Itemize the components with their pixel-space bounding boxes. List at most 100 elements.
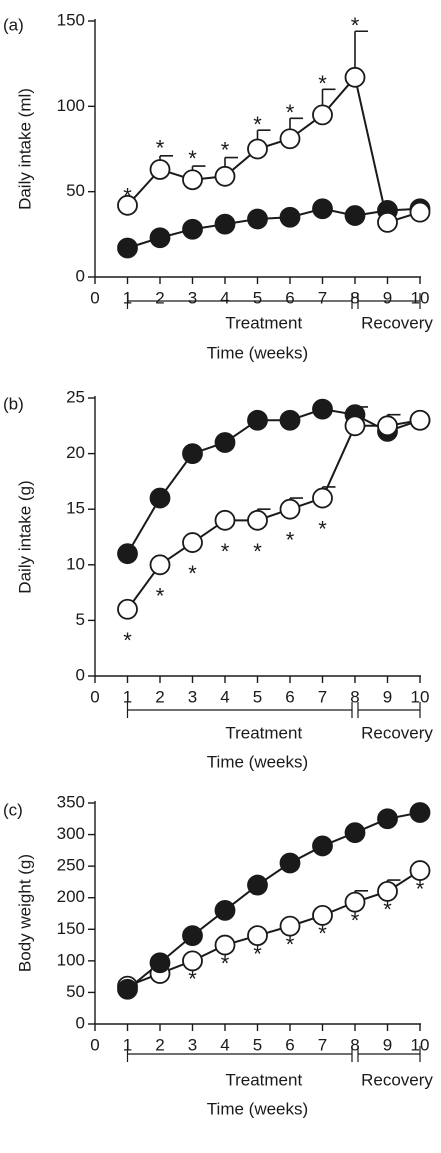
data-point-filled bbox=[377, 808, 398, 830]
data-point-open bbox=[149, 554, 171, 576]
x-axis-label: Time (weeks) bbox=[207, 1099, 308, 1118]
data-point-open bbox=[377, 415, 398, 437]
x-tick-label: 8 bbox=[350, 288, 359, 307]
significance-asterisk: * bbox=[318, 921, 327, 946]
data-point-open bbox=[409, 409, 431, 431]
data-point-filled bbox=[247, 409, 268, 431]
group-bracket bbox=[357, 702, 421, 718]
significance-asterisk: * bbox=[351, 908, 360, 933]
data-point-open bbox=[182, 169, 203, 191]
significance-asterisk: * bbox=[286, 100, 295, 125]
x-tick-label: 5 bbox=[253, 1035, 262, 1054]
x-tick-label: 10 bbox=[411, 687, 430, 706]
series-markers-open bbox=[117, 860, 431, 997]
x-tick-label: 7 bbox=[318, 687, 327, 706]
data-point-filled bbox=[182, 443, 203, 465]
data-point-open bbox=[377, 211, 398, 233]
x-axis-label: Time (weeks) bbox=[207, 343, 308, 362]
group-label: Recovery bbox=[361, 313, 433, 332]
data-point-open bbox=[409, 201, 431, 223]
data-point-filled bbox=[117, 237, 138, 259]
y-tick-label: 250 bbox=[57, 856, 85, 875]
y-tick-label: 150 bbox=[57, 919, 85, 938]
series-line bbox=[126, 811, 421, 991]
significance-asterisk: * bbox=[188, 967, 197, 992]
x-tick-label: 0 bbox=[90, 288, 99, 307]
data-point-filled bbox=[344, 822, 366, 844]
significance-asterisk: * bbox=[253, 112, 262, 137]
significance-asterisk: * bbox=[156, 583, 165, 608]
series-markers-open bbox=[117, 66, 431, 233]
y-tick-label: 50 bbox=[66, 181, 85, 200]
significance-asterisk: * bbox=[123, 183, 132, 208]
y-tick-label: 100 bbox=[57, 96, 85, 115]
group-bracket bbox=[357, 1046, 421, 1062]
data-point-filled bbox=[117, 978, 138, 1000]
data-point-open bbox=[279, 128, 301, 150]
group-bracket bbox=[357, 293, 421, 309]
x-tick-label: 1 bbox=[123, 687, 132, 706]
y-tick-label: 25 bbox=[66, 387, 85, 406]
y-tick-label: 100 bbox=[57, 950, 85, 969]
group-label: Recovery bbox=[361, 1070, 433, 1089]
data-point-filled bbox=[409, 802, 431, 823]
data-point-filled bbox=[279, 852, 301, 874]
data-point-filled bbox=[214, 899, 236, 921]
significance-asterisk: * bbox=[351, 13, 360, 38]
data-point-open bbox=[182, 532, 203, 553]
data-point-open bbox=[312, 904, 333, 926]
x-axis-label: Time (weeks) bbox=[207, 752, 308, 771]
significance-asterisk: * bbox=[286, 528, 295, 553]
significance-asterisk: * bbox=[188, 561, 197, 586]
group-bracket bbox=[126, 1046, 353, 1062]
data-point-open bbox=[312, 104, 333, 126]
x-tick-label: 7 bbox=[318, 288, 327, 307]
data-point-filled bbox=[344, 205, 366, 226]
x-tick-label: 4 bbox=[220, 288, 229, 307]
y-tick-label: 300 bbox=[57, 824, 85, 843]
y-tick-label: 150 bbox=[57, 10, 85, 29]
data-point-filled bbox=[279, 409, 301, 431]
y-tick-label: 5 bbox=[76, 610, 85, 629]
x-tick-label: 2 bbox=[155, 1035, 164, 1054]
series-line bbox=[127, 207, 421, 249]
panel-label: (c) bbox=[3, 800, 23, 819]
series-open bbox=[127, 869, 421, 988]
data-point-filled bbox=[312, 198, 333, 220]
y-tick-label: 0 bbox=[76, 1013, 85, 1032]
data-point-filled bbox=[312, 398, 333, 420]
panel-label: (b) bbox=[3, 394, 24, 413]
series-filled bbox=[126, 406, 421, 555]
series-markers-open bbox=[117, 409, 431, 620]
x-tick-label: 3 bbox=[188, 1035, 197, 1054]
data-point-filled bbox=[279, 206, 301, 228]
x-tick-label: 9 bbox=[383, 687, 392, 706]
y-tick-label: 0 bbox=[76, 266, 85, 285]
group-label: Recovery bbox=[361, 723, 433, 742]
data-point-open bbox=[117, 194, 138, 216]
x-tick-label: 5 bbox=[253, 288, 262, 307]
data-point-open bbox=[214, 165, 236, 187]
chart-panel: (c) Body weight (g) 0 50 100 150 200 250 300 350 0… bbox=[3, 792, 433, 1118]
significance-asterisk: * bbox=[286, 932, 295, 957]
significance-asterisk: * bbox=[416, 876, 425, 901]
y-axis-label: Body weight (g) bbox=[15, 854, 34, 972]
y-tick-label: 20 bbox=[66, 443, 85, 462]
data-point-filled bbox=[182, 925, 203, 946]
group-label: Treatment bbox=[225, 313, 302, 332]
data-point-open bbox=[377, 881, 398, 902]
series-line bbox=[127, 869, 421, 988]
y-axis-label: Daily intake (ml) bbox=[15, 88, 34, 210]
x-tick-label: 6 bbox=[285, 288, 294, 307]
y-tick-label: 50 bbox=[66, 982, 85, 1001]
y-tick-label: 10 bbox=[66, 554, 85, 573]
x-tick-label: 2 bbox=[155, 687, 164, 706]
significance-asterisk: * bbox=[123, 628, 132, 653]
data-point-open bbox=[247, 509, 268, 531]
data-point-open bbox=[117, 598, 138, 620]
data-point-filled bbox=[149, 487, 171, 509]
data-point-filled bbox=[312, 835, 333, 857]
x-tick-label: 5 bbox=[253, 687, 262, 706]
series-line bbox=[126, 408, 421, 555]
